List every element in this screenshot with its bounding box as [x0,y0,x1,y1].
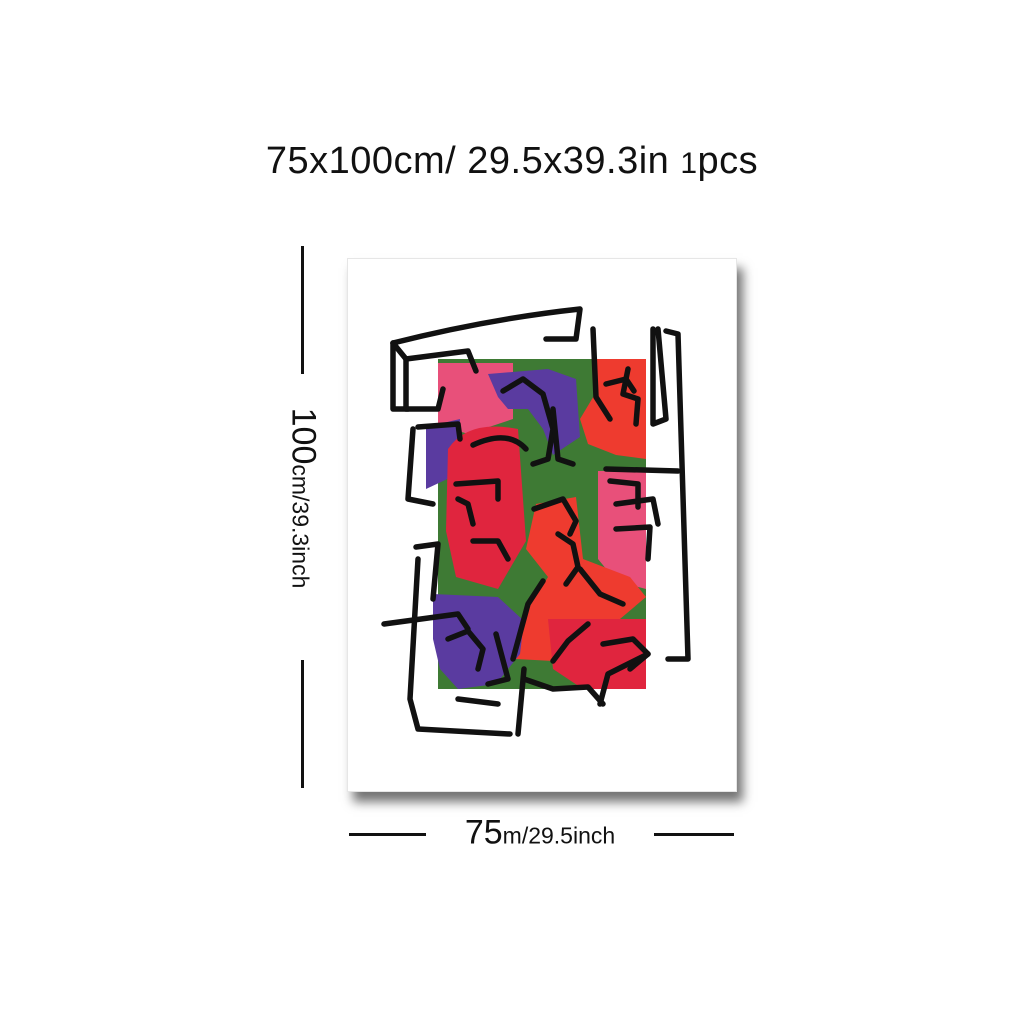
width-value: 75 [464,813,503,852]
size-cm-rest: x100cm/ [309,140,457,182]
width-dimension-line-right [654,833,734,836]
canvas-print [347,258,737,792]
width-unit: m/29.5inch [502,822,616,849]
width-dimension-line-left [349,833,426,836]
height-unit: cm/39.3inch [287,464,314,589]
height-dimension-label: 100cm/39.3inch [284,408,323,589]
abstract-artwork [381,306,691,737]
crimson-face [446,426,526,589]
height-dimension-line-top [301,246,304,374]
height-value: 100 [284,407,323,465]
width-dimension-label: 75m/29.5inch [465,814,615,853]
pieces-count: 1 [680,147,698,180]
size-cm-value: 75 [265,140,310,182]
size-inch-value: 29.5x39.3in [467,140,670,182]
product-size-title: 75x100cm/ 29.5x39.3in 1pcs [0,140,1024,183]
pieces-label: pcs [697,140,759,182]
height-dimension-line-bottom [301,660,304,788]
black-linework [381,306,691,737]
